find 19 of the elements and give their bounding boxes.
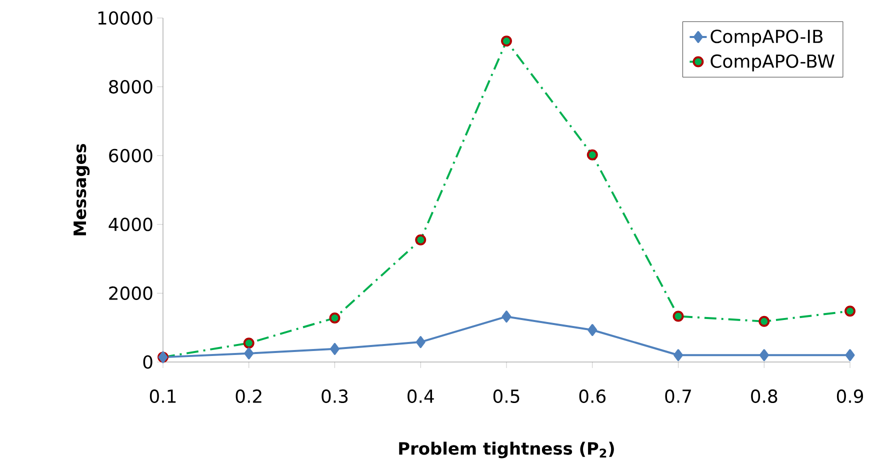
x-tick-label: 0.8 [751, 389, 778, 403]
legend-label: CompAPO-IB [710, 30, 823, 47]
y-tick-label: 4000 [108, 218, 152, 232]
y-tick-label: 6000 [109, 148, 152, 162]
x-tick-label: 0.4 [408, 389, 434, 403]
x-tick-label: 0.2 [236, 389, 262, 403]
x-axis-title: Problem tightness (P$_{2}$) [399, 442, 614, 458]
x-tick-label: 0.9 [836, 389, 864, 403]
legend-label: CompAPO-BW [710, 54, 834, 72]
x-tick-label: 0.7 [665, 389, 691, 403]
x-tick-label: 0.5 [493, 389, 520, 403]
x-tick-label: 0.1 [150, 389, 176, 403]
y-tick-label: 10000 [98, 11, 152, 25]
y-axis-title: Messages [74, 144, 90, 236]
x-tick-label: 0.3 [322, 389, 348, 403]
x-tick-label: 0.6 [579, 389, 606, 403]
y-tick-label: 0 [143, 355, 152, 369]
y-tick-label: 8000 [109, 80, 152, 94]
y-tick-label: 2000 [109, 286, 152, 300]
